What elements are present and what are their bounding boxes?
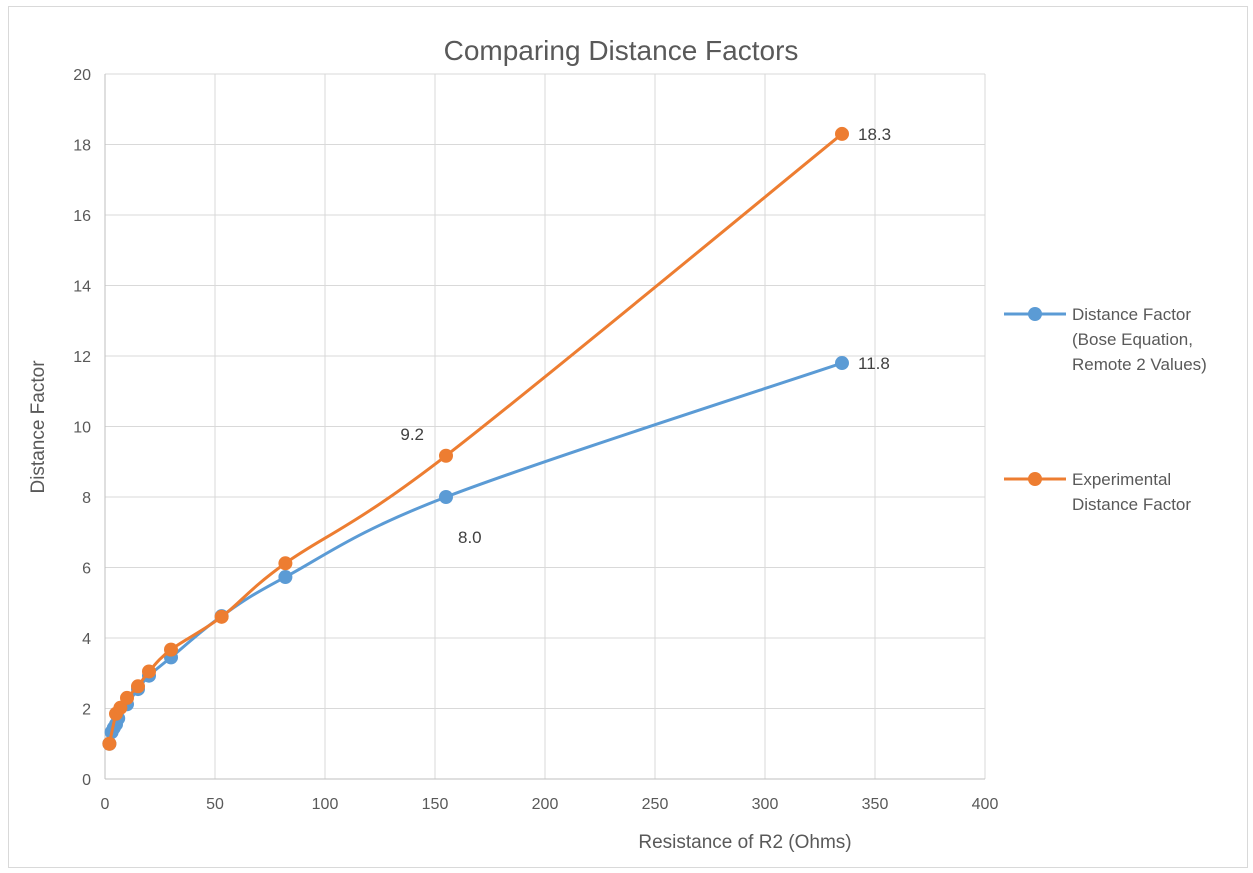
y-tick-label: 16 [73, 208, 91, 225]
legend-label: Distance Factor [1072, 495, 1191, 514]
data-point [142, 664, 156, 679]
data-label: 9.2 [400, 425, 424, 444]
y-tick-label: 6 [82, 561, 91, 578]
legend-label: Remote 2 Values) [1072, 355, 1207, 374]
data-label: 8.0 [458, 528, 482, 547]
series-line [107, 361, 843, 745]
x-tick-label: 200 [532, 796, 559, 813]
y-tick-label: 2 [82, 702, 91, 719]
x-axis-title: Resistance of R2 (Ohms) [638, 832, 851, 853]
data-point [835, 126, 849, 141]
data-point [278, 570, 293, 585]
data-point [120, 690, 134, 705]
y-tick-label: 18 [73, 138, 91, 155]
x-tick-label: 350 [862, 796, 889, 813]
y-tick-label: 20 [73, 67, 91, 84]
x-tick-label: 150 [422, 796, 449, 813]
y-tick-label: 10 [73, 420, 91, 437]
data-label: 11.8 [858, 354, 890, 373]
data-point [835, 356, 849, 371]
legend-label: Experimental [1072, 470, 1171, 489]
series-1: 8.0 11.8 [102, 354, 890, 751]
data-point [131, 679, 145, 694]
data-point [278, 556, 293, 571]
data-point [439, 448, 453, 463]
series-2: 9.2 18.3 [102, 125, 891, 751]
y-tick-label: 8 [82, 490, 91, 507]
legend-item-1: Distance Factor (Bose Equation, Remote 2 V… [1004, 305, 1207, 374]
y-tick-label: 4 [82, 631, 91, 648]
y-axis-title: Distance Factor [28, 360, 49, 494]
data-point [214, 609, 229, 624]
series-line [107, 132, 843, 745]
series-layer: 8.0 11.8 9.2 18.3 [102, 125, 891, 751]
data-label: 18.3 [858, 125, 891, 144]
chart-title: Comparing Distance Factors [444, 35, 799, 66]
legend-swatch-marker [1028, 307, 1042, 321]
legend-item-2: Experimental Distance Factor [1004, 470, 1191, 514]
x-tick-label: 50 [206, 796, 224, 813]
legend-label: Distance Factor [1072, 305, 1191, 324]
data-point [102, 736, 117, 751]
x-tick-label: 400 [972, 796, 999, 813]
data-point [113, 700, 128, 715]
y-tick-label: 0 [82, 772, 91, 789]
x-tick-label: 300 [752, 796, 779, 813]
legend: Distance Factor (Bose Equation, Remote 2 V… [1004, 305, 1207, 514]
x-tick-label: 100 [312, 796, 339, 813]
y-tick-label: 14 [73, 279, 91, 296]
x-tick-label: 0 [101, 796, 110, 813]
gridlines [105, 73, 986, 779]
data-point [439, 490, 453, 504]
x-tick-label: 250 [642, 796, 669, 813]
y-tick-label: 12 [73, 349, 91, 366]
legend-swatch-marker [1028, 472, 1042, 486]
legend-label: (Bose Equation, [1072, 330, 1193, 349]
data-point [164, 642, 178, 657]
